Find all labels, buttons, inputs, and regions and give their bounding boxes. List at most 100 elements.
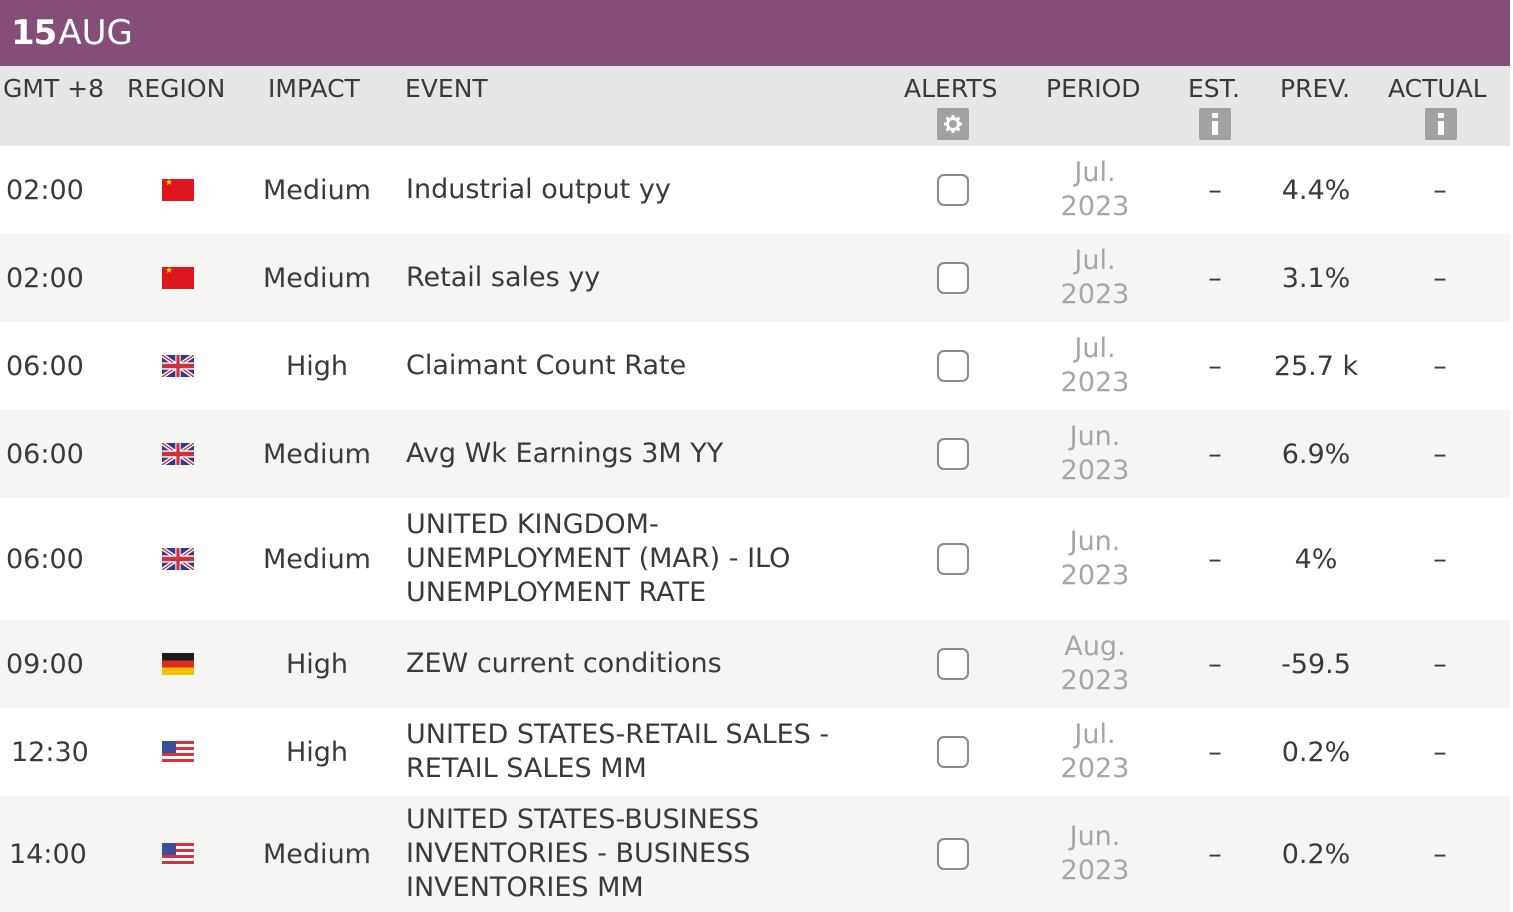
event-name: UNITED STATES-BUSINESS INVENTORIES - BUS… xyxy=(406,804,760,903)
table-row: 02:00 Medium Industrial output yy Jul.20… xyxy=(0,146,1510,234)
period-month: Jul. xyxy=(1074,157,1116,188)
column-event: EVENT xyxy=(405,74,488,103)
impact-level: Medium xyxy=(263,543,371,575)
event-period: Jun. 2023 xyxy=(1036,796,1154,912)
table-row: 06:00 High Claimant Count Rate Jul. 2023 … xyxy=(0,322,1510,410)
estimate-value: – xyxy=(1208,262,1222,294)
event-name: Avg Wk Earnings 3M YY xyxy=(406,438,724,469)
period-month: Jun. xyxy=(1069,526,1121,557)
actual-info-icon[interactable] xyxy=(1425,108,1457,140)
event-time: 06:00 xyxy=(6,438,84,470)
us-flag-icon xyxy=(162,741,194,763)
previous-value: 4% xyxy=(1294,543,1338,575)
event-name: Claimant Count Rate xyxy=(406,350,687,381)
alert-checkbox[interactable] xyxy=(937,838,969,870)
uk-flag-icon xyxy=(162,355,194,377)
estimate-value: – xyxy=(1208,438,1222,470)
event-time: 14:00 xyxy=(9,838,87,870)
period-year: 2023 xyxy=(1060,855,1130,886)
us-flag-icon xyxy=(162,843,194,865)
estimate-value: – xyxy=(1208,648,1222,680)
period-year: 2023 xyxy=(1060,279,1130,310)
column-prev: PREV. xyxy=(1280,74,1351,103)
table-row: 14:00 Medium UNITED STATES-BUSINESS INVE… xyxy=(0,796,1510,912)
period-year: 2023 xyxy=(1060,665,1130,696)
impact-level: High xyxy=(285,648,349,680)
period-year: 2023 xyxy=(1060,455,1130,486)
period-year: 2023 xyxy=(1060,560,1130,591)
uk-flag-icon xyxy=(162,443,194,465)
alert-checkbox[interactable] xyxy=(937,438,969,470)
table-row: 02:00 Medium Retail sales yy Jul.2023 – … xyxy=(0,234,1510,322)
column-region: REGION xyxy=(127,74,226,103)
previous-value: 25.7 k xyxy=(1273,350,1359,382)
estimate-value: – xyxy=(1208,174,1222,206)
period-month: Jul. xyxy=(1074,719,1116,750)
event-time: 06:00 xyxy=(6,350,84,382)
period-year: 2023 xyxy=(1060,753,1130,784)
column-est: EST. xyxy=(1188,74,1240,103)
previous-value: 0.2% xyxy=(1281,838,1351,870)
alert-checkbox[interactable] xyxy=(937,262,969,294)
event-time: 02:00 xyxy=(6,262,84,294)
estimate-value: – xyxy=(1208,838,1222,870)
period-month: Jun. xyxy=(1069,421,1121,452)
estimate-value: – xyxy=(1208,350,1222,382)
event-period: Jul. 2023 xyxy=(1036,322,1154,410)
period-month: Jul. xyxy=(1074,333,1116,364)
previous-value: 3.1% xyxy=(1281,262,1351,294)
actual-value: – xyxy=(1433,350,1447,382)
event-time: 12:30 xyxy=(11,736,89,768)
actual-value: – xyxy=(1433,262,1447,294)
period-month: Jun. xyxy=(1069,821,1121,852)
column-impact: IMPACT xyxy=(268,74,360,103)
event-period: Jul. 2023 xyxy=(1036,708,1154,796)
previous-value: 4.4% xyxy=(1281,174,1351,206)
column-period: PERIOD xyxy=(1046,74,1141,103)
day-month: AUG xyxy=(58,13,133,53)
table-row: 06:00 Medium UNITED KINGDOM-UNEMPLOYMENT… xyxy=(0,498,1510,620)
germany-flag-icon xyxy=(162,653,194,675)
table-header: GMT +8 REGION IMPACT EVENT ALERTS PERIOD… xyxy=(0,66,1510,146)
event-period: Jun. 2023 xyxy=(1036,410,1154,498)
event-name: UNITED KINGDOM-UNEMPLOYMENT (MAR) - ILO … xyxy=(406,509,791,608)
actual-value: – xyxy=(1433,648,1447,680)
event-name: ZEW current conditions xyxy=(406,648,722,679)
estimate-value: – xyxy=(1208,736,1222,768)
event-period: Jul. 2023 xyxy=(1036,234,1154,322)
event-time: 09:00 xyxy=(6,648,84,680)
period-month: Jul. xyxy=(1074,245,1116,276)
alert-checkbox[interactable] xyxy=(937,543,969,575)
previous-value: 6.9% xyxy=(1281,438,1351,470)
alert-checkbox[interactable] xyxy=(937,648,969,680)
period-month: Aug. xyxy=(1064,631,1126,662)
impact-level: Medium xyxy=(263,262,371,294)
event-period: Aug. 2023 xyxy=(1036,620,1154,708)
column-time: GMT +8 xyxy=(3,74,105,103)
event-period: Jul. 2023 xyxy=(1036,146,1154,234)
alert-checkbox[interactable] xyxy=(937,350,969,382)
day-header: 15 AUG xyxy=(0,0,1510,66)
period-year: 2023 xyxy=(1060,367,1130,398)
event-time: 06:00 xyxy=(6,543,84,575)
impact-level: Medium xyxy=(263,838,371,870)
estimate-value: – xyxy=(1208,543,1222,575)
gear-icon[interactable] xyxy=(937,108,969,140)
alert-checkbox[interactable] xyxy=(937,174,969,206)
day-number: 15 xyxy=(11,13,57,53)
table-row: 06:00 Medium Avg Wk Earnings 3M YY Jun. 2… xyxy=(0,410,1510,498)
est-info-icon[interactable] xyxy=(1199,108,1231,140)
event-period: Jun. 2023 xyxy=(1036,498,1154,620)
actual-value: – xyxy=(1433,838,1447,870)
alert-checkbox[interactable] xyxy=(937,736,969,768)
event-name: Retail sales yy xyxy=(406,262,601,293)
previous-value: -59.5 xyxy=(1281,648,1351,680)
actual-value: – xyxy=(1433,736,1447,768)
event-name: UNITED STATES-RETAIL SALES - RETAIL SALE… xyxy=(406,719,830,784)
actual-value: – xyxy=(1433,174,1447,206)
event-name: Industrial output yy xyxy=(406,174,671,205)
table-row: 09:00 High ZEW current conditions Aug. 20… xyxy=(0,620,1510,708)
impact-level: High xyxy=(285,736,349,768)
china-flag-icon xyxy=(162,267,194,289)
impact-level: High xyxy=(285,350,349,382)
